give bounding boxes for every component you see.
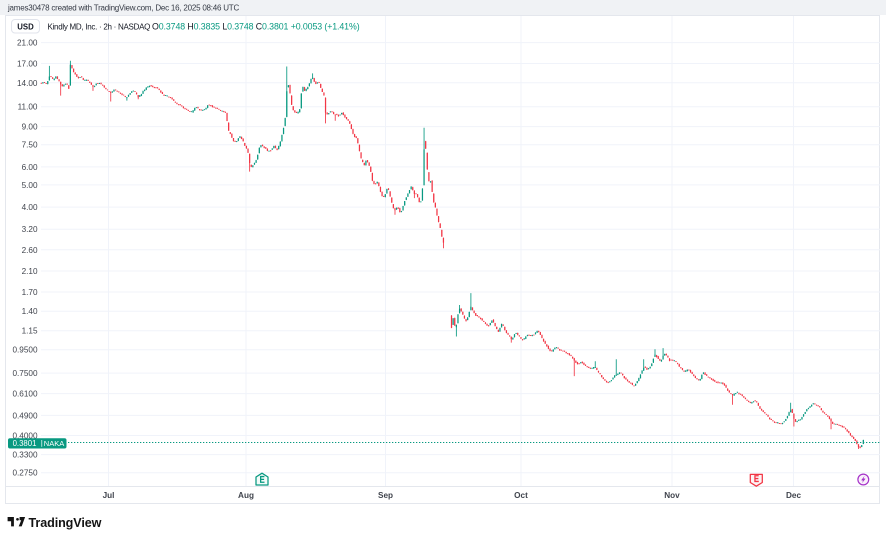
svg-text:Sep: Sep — [378, 491, 393, 500]
svg-text:3.20: 3.20 — [22, 225, 38, 234]
svg-text:11.00: 11.00 — [18, 103, 38, 112]
svg-text:0.3300: 0.3300 — [12, 451, 37, 460]
svg-text:0.2750: 0.2750 — [12, 469, 37, 478]
svg-text:2.10: 2.10 — [22, 267, 38, 276]
svg-text:0.6100: 0.6100 — [12, 390, 37, 399]
svg-text:1.15: 1.15 — [22, 327, 38, 336]
svg-text:7.50: 7.50 — [22, 141, 38, 150]
svg-text:5.00: 5.00 — [22, 181, 38, 190]
svg-text:6.00: 6.00 — [22, 163, 38, 172]
svg-text:1.40: 1.40 — [22, 307, 38, 316]
svg-text:2.60: 2.60 — [22, 246, 38, 255]
svg-text:Oct: Oct — [514, 491, 528, 500]
svg-text:14.00: 14.00 — [17, 79, 38, 88]
svg-text:USD: USD — [17, 23, 34, 32]
svg-text:Dec: Dec — [786, 491, 801, 500]
svg-text:Kindly MD, Inc. · 2h · NASDAQ: Kindly MD, Inc. · 2h · NASDAQ — [48, 23, 151, 32]
svg-text:NAKA: NAKA — [44, 439, 64, 448]
svg-text:0.7500: 0.7500 — [12, 369, 37, 378]
svg-text:0.4000: 0.4000 — [12, 432, 37, 441]
svg-text:O0.3748 H0.3835 L0.3748 C0.380: O0.3748 H0.3835 L0.3748 C0.3801 +0.0053 … — [152, 22, 360, 32]
svg-text:Jul: Jul — [103, 491, 115, 500]
svg-text:1.70: 1.70 — [22, 288, 38, 297]
svg-text:0.3801: 0.3801 — [13, 439, 37, 448]
svg-text:9.00: 9.00 — [22, 123, 38, 132]
svg-text:0.9500: 0.9500 — [12, 346, 37, 355]
svg-text:james30478 created with Tradin: james30478 created with TradingView.com,… — [7, 4, 239, 13]
svg-text:4.00: 4.00 — [22, 203, 38, 212]
svg-text:0.4900: 0.4900 — [12, 411, 37, 420]
svg-text:Nov: Nov — [664, 491, 680, 500]
svg-text:TradingView: TradingView — [29, 516, 102, 530]
svg-text:Aug: Aug — [238, 491, 254, 500]
svg-text:21.00: 21.00 — [17, 39, 38, 48]
svg-text:17.00: 17.00 — [17, 60, 38, 69]
